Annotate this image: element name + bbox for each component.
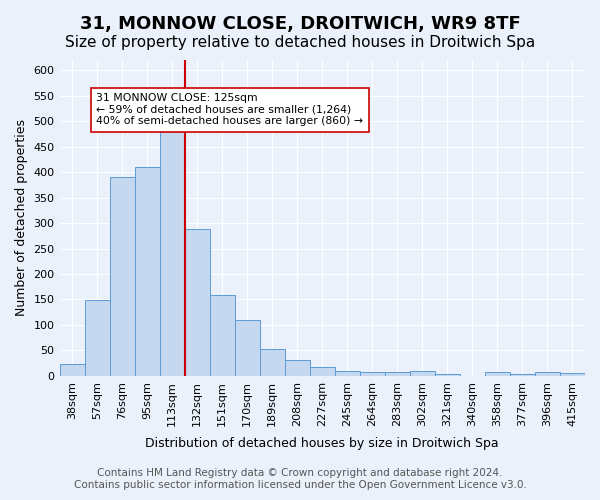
Bar — [360, 372, 385, 376]
Bar — [59, 364, 85, 376]
Bar — [185, 229, 209, 376]
Y-axis label: Number of detached properties: Number of detached properties — [15, 120, 28, 316]
Bar — [85, 300, 110, 376]
Bar — [160, 121, 185, 376]
Bar — [410, 371, 435, 376]
Bar — [510, 374, 535, 376]
Text: Contains HM Land Registry data © Crown copyright and database right 2024.
Contai: Contains HM Land Registry data © Crown c… — [74, 468, 526, 490]
Bar — [209, 296, 235, 376]
Bar — [134, 167, 160, 376]
Text: 31, MONNOW CLOSE, DROITWICH, WR9 8TF: 31, MONNOW CLOSE, DROITWICH, WR9 8TF — [80, 15, 520, 33]
Bar — [435, 374, 460, 376]
Bar — [260, 349, 285, 376]
Text: Size of property relative to detached houses in Droitwich Spa: Size of property relative to detached ho… — [65, 35, 535, 50]
Bar — [535, 372, 560, 376]
Bar — [285, 360, 310, 376]
Bar — [310, 366, 335, 376]
X-axis label: Distribution of detached houses by size in Droitwich Spa: Distribution of detached houses by size … — [145, 437, 499, 450]
Bar — [385, 372, 410, 376]
Bar — [335, 371, 360, 376]
Bar — [560, 374, 585, 376]
Bar — [110, 177, 134, 376]
Text: 31 MONNOW CLOSE: 125sqm
← 59% of detached houses are smaller (1,264)
40% of semi: 31 MONNOW CLOSE: 125sqm ← 59% of detache… — [97, 93, 364, 126]
Bar — [485, 372, 510, 376]
Bar — [235, 320, 260, 376]
